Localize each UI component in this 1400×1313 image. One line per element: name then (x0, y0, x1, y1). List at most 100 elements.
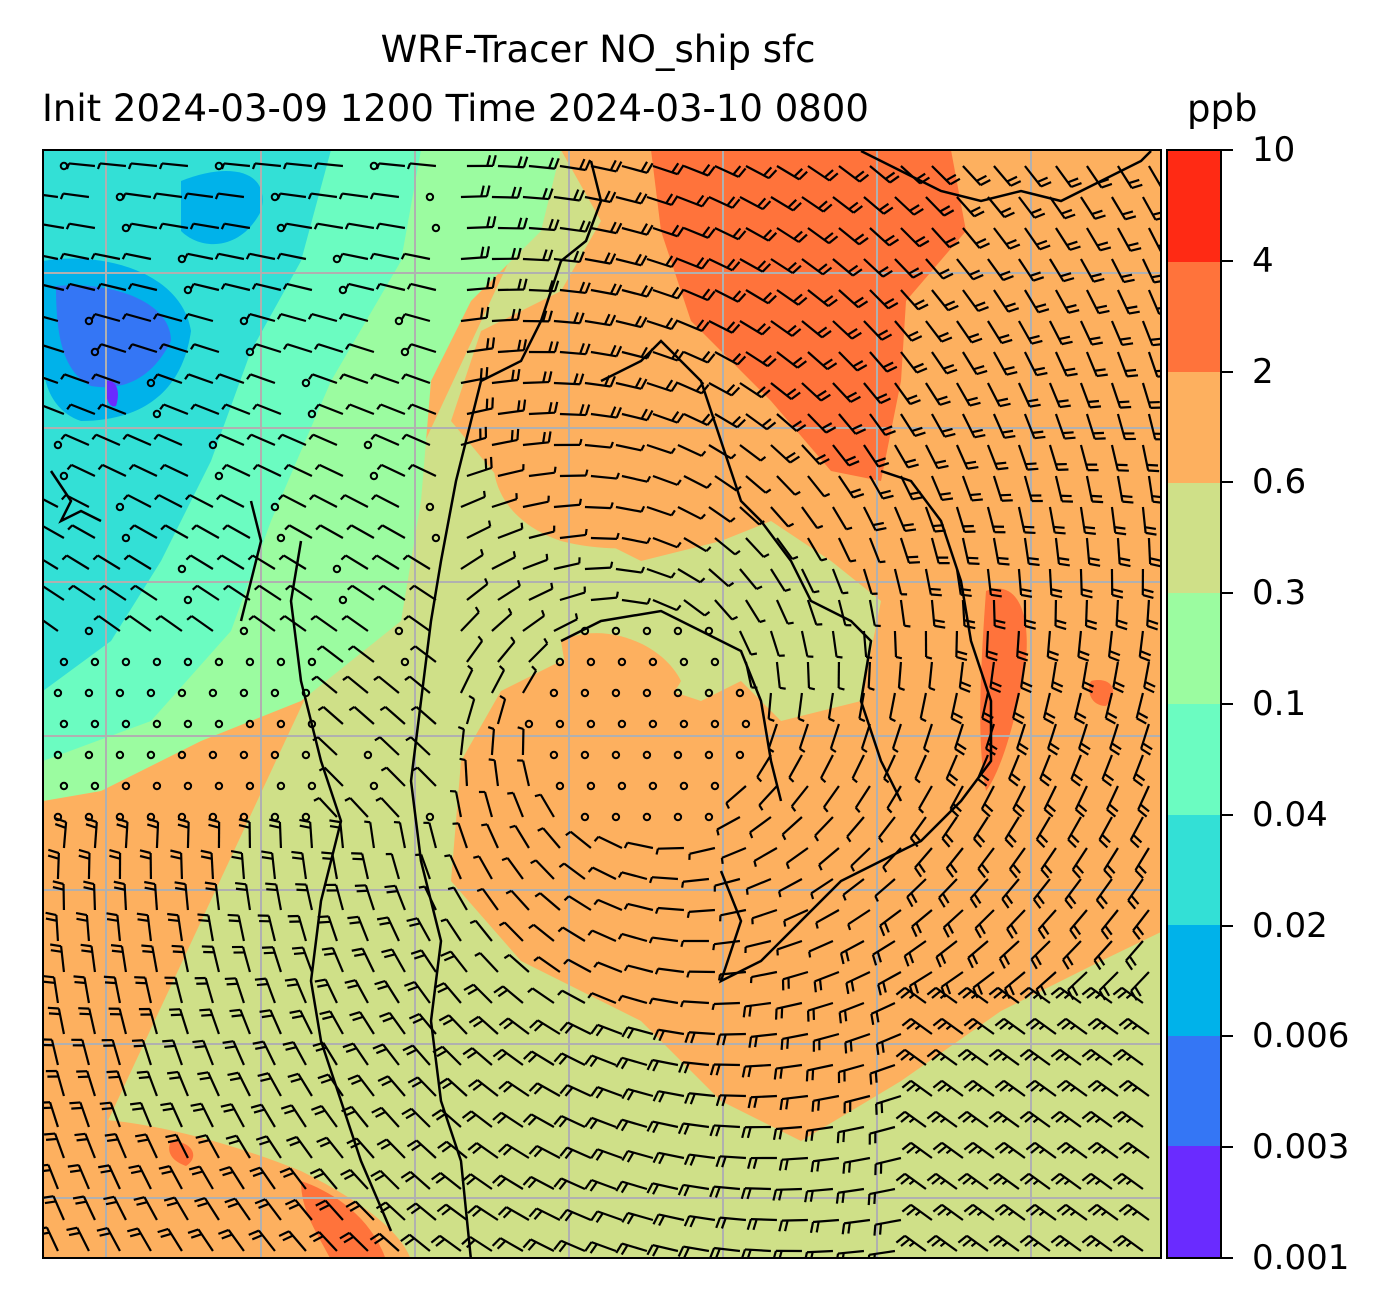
wind-barb (868, 475, 894, 500)
wind-barb (553, 438, 583, 447)
wind-barb (496, 694, 507, 725)
wind-barb (617, 932, 648, 943)
wind-barb (1079, 444, 1099, 472)
contour-region (493, 416, 705, 549)
wind-barb (623, 841, 654, 850)
wind-barb (801, 382, 831, 402)
wind-barb (316, 1136, 344, 1159)
wind-barb (317, 705, 344, 725)
wind-barb (308, 373, 338, 385)
wind-barb (621, 536, 652, 545)
wind-barb (404, 675, 431, 694)
wind-barb (986, 444, 1009, 471)
wind-barb (1069, 909, 1088, 940)
wind-barb (686, 970, 715, 978)
wind-barb (128, 1164, 152, 1190)
wind-barb (557, 989, 586, 1004)
wind-barb (810, 1156, 840, 1173)
wind-barb-calm (152, 781, 162, 791)
wind-barb (152, 312, 183, 323)
wind-barb (1023, 351, 1048, 377)
wind-barb (189, 343, 220, 354)
wind-barb (1112, 1172, 1144, 1190)
wind-barb-calm (307, 409, 317, 419)
wind-barb (1140, 723, 1153, 756)
wind-barb (528, 923, 555, 942)
wind-barb (1093, 940, 1113, 971)
wind-barb (621, 1088, 654, 1101)
wind-barb (895, 1110, 927, 1128)
wind-barb (44, 525, 65, 539)
wind-barb-calm (146, 750, 156, 760)
wind-barb (1039, 754, 1052, 787)
wind-barb (1132, 909, 1150, 941)
colorbar-tick-label: 2 (1252, 351, 1274, 392)
wind-barb (1129, 816, 1144, 849)
wind-barb (370, 494, 400, 508)
wind-barb (59, 192, 90, 200)
wind-barb (401, 373, 431, 385)
wind-barb (122, 433, 152, 447)
wind-barb (329, 819, 345, 849)
wind-barb-calm (90, 719, 100, 729)
wind-barb (593, 835, 623, 849)
wind-barb (553, 613, 579, 632)
wind-barb (553, 250, 585, 264)
wind-barb-calm (611, 626, 621, 636)
wind-barb (401, 433, 431, 447)
wind-barb-calm (710, 719, 720, 729)
wind-barb (1024, 227, 1051, 251)
wind-barb (708, 444, 737, 460)
wind-barb (801, 258, 833, 276)
wind-barb (497, 156, 529, 169)
wind-barb (1112, 661, 1125, 694)
wind-barb (862, 630, 873, 660)
wind-barb (882, 847, 902, 873)
colorbar-tick-label: 0.04 (1252, 794, 1328, 835)
wind-barb (1048, 382, 1071, 409)
wind-barb (534, 793, 555, 818)
wind-barb (348, 705, 375, 725)
wind-barb (1112, 1234, 1144, 1252)
wind-barb (785, 847, 809, 870)
wind-barb (96, 162, 127, 170)
colorbar-tick (1221, 924, 1233, 927)
wind-barb (252, 463, 282, 477)
wind-barb (44, 284, 65, 292)
wind-barb (714, 351, 747, 366)
wind-barb (957, 1234, 989, 1252)
wind-barb (215, 433, 245, 447)
wind-barb-calm (369, 471, 379, 481)
wind-barb (807, 475, 831, 498)
wind-barb-calm (270, 502, 280, 512)
wind-barb (741, 1063, 772, 1078)
wind-barb (646, 379, 679, 393)
wind-barb-calm (363, 440, 373, 450)
wind-barb (1019, 1234, 1051, 1252)
wind-barb (809, 1218, 840, 1234)
wind-barb (747, 1094, 777, 1109)
wind-barb (325, 883, 344, 911)
wind-barb (648, 936, 679, 944)
wind-barb (909, 816, 927, 848)
wind-barb (899, 537, 920, 564)
wind-barb (61, 554, 90, 570)
wind-barb (1141, 320, 1160, 347)
wind-barb (832, 258, 863, 277)
wind-barb (498, 1143, 530, 1159)
wind-barb (44, 255, 59, 261)
wind-barb (433, 982, 462, 1004)
wind-barb (992, 475, 1013, 502)
wind-barb (449, 789, 463, 818)
wind-barb (345, 1200, 375, 1221)
wind-barb-calm (617, 719, 627, 729)
wind-barb (1110, 320, 1134, 346)
wind-barb (374, 979, 400, 1004)
wind-barb-calm (673, 812, 683, 822)
wind-barb (1081, 1048, 1113, 1066)
wind-barb (67, 584, 96, 601)
wind-barb (476, 887, 499, 911)
wind-barb (617, 871, 648, 881)
wind-barb (807, 227, 839, 245)
wind-barb (590, 472, 620, 480)
